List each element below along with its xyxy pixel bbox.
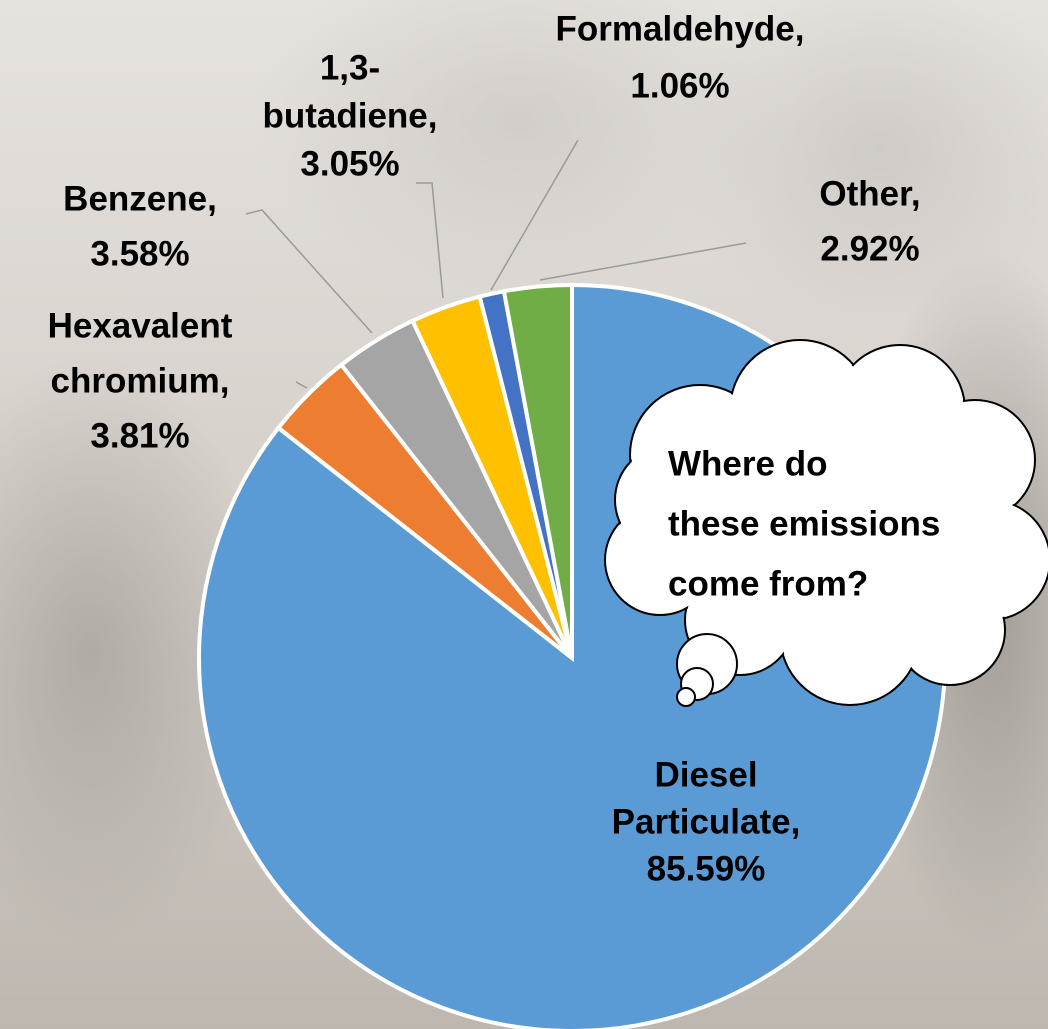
data-label: butadiene,: [262, 96, 437, 135]
leader-line: [246, 210, 372, 333]
data-label: Formaldehyde,: [556, 9, 805, 48]
annotation: Where do: [668, 444, 827, 483]
data-label: Hexavalent: [48, 306, 233, 345]
chart: Diesel Particulate, 85.59% Hexavalent chromi…: [0, 0, 1048, 1029]
data-label: Other,: [819, 174, 920, 213]
data-label: 3.81%: [90, 416, 189, 455]
data-label: 2.92%: [820, 229, 919, 268]
leader-line: [491, 140, 578, 290]
data-label: 3.05%: [300, 144, 399, 183]
leader-line: [416, 183, 443, 298]
annotation: these emissions: [668, 504, 940, 543]
annotation: come from?: [668, 564, 868, 603]
leader-line: [296, 382, 307, 388]
data-label: chromium,: [51, 361, 230, 400]
data-label: 1,3-: [320, 48, 380, 87]
data-label: Benzene,: [63, 179, 217, 218]
leader-line: [540, 243, 746, 280]
cloud-bubble: [677, 688, 695, 706]
data-label: Particulate,: [612, 802, 801, 841]
data-label: 1.06%: [630, 66, 729, 105]
data-label: 3.58%: [90, 234, 189, 273]
data-label: 85.59%: [647, 849, 766, 888]
data-label: Diesel: [654, 755, 757, 794]
